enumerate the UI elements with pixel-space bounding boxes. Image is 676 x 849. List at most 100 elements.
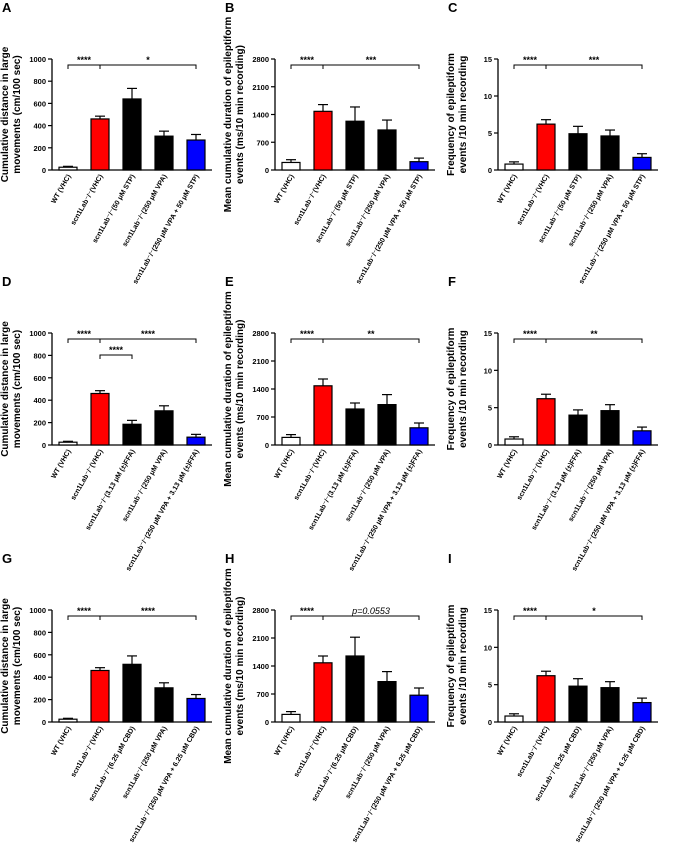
panel-letter: G [2,551,12,566]
x-tick-label: scn1Lab⁻/⁻(VHC) [293,449,328,502]
y-tick-label: 15 [484,606,492,615]
y-tick-label: 5 [488,129,492,138]
bar [154,135,174,171]
bar [377,404,397,446]
y-tick-label: 700 [256,690,269,699]
x-tick-label: WT (VHC) [274,726,296,757]
y-axis-label: movements (cm/100 sec) [12,330,23,448]
bar [186,697,206,723]
significance-bracket [545,64,643,69]
bar [504,163,524,171]
y-tick-label: 5 [488,404,492,413]
x-tick-label: WT (VHC) [497,726,519,757]
y-tick-label: 10 [484,366,492,375]
panel-d: D Cumulative distance in large movements (… [0,274,212,572]
x-tick-label: WT (VHC) [497,449,519,480]
significance-bracket [67,338,101,343]
x-tick-label: scn1Lab⁻/⁻(250 μM VPA + 3.13 μM (±)FFA) [571,449,647,573]
x-tick-label: scn1Lab⁻/⁻(250 μM VPA + 6.25 μM CBD) [128,726,200,844]
bar [281,161,301,171]
bar [313,385,333,446]
significance-bracket [67,615,101,620]
panel-letter: I [448,551,452,566]
significance-bracket [99,64,197,69]
y-tick-label: 1000 [29,329,46,338]
panel-a: A Cumulative distance in large movements (… [0,0,212,285]
significance-bracket [290,615,324,620]
significance-label: p=0.0553 [351,606,390,616]
significance-label: **** [77,329,92,339]
y-tick-label: 1000 [29,55,46,64]
significance-label: **** [523,606,538,616]
x-tick-label: scn1Lab⁻/⁻(250 μM VPA + 50 μM STP) [132,174,201,286]
y-tick-label: 200 [33,419,46,428]
panel-c: C Frequency of epileptiform events /10 min… [446,0,658,285]
x-tick-label: WT (VHC) [51,174,73,205]
y-tick-label: 0 [42,441,46,450]
x-tick-label: scn1Lab⁻/⁻(250 μM VPA + 6.25 μM CBD) [574,726,646,844]
bar [90,118,110,171]
significance-bracket [513,338,547,343]
significance-bracket [545,338,643,343]
bar [536,675,556,723]
y-tick-label: 15 [484,329,492,338]
y-axis-label: events /10 min recording [458,330,469,448]
x-tick-label: WT (VHC) [51,726,73,757]
significance-bracket [322,64,420,69]
panel-letter: H [225,551,234,566]
panel-e: E Mean cumulative duration of epileptifor… [223,274,435,572]
significance-bracket [322,338,420,343]
panel-letter: A [2,0,12,15]
y-tick-label: 400 [33,673,46,682]
y-tick-label: 700 [256,413,269,422]
bar [568,133,588,171]
y-tick-label: 800 [33,628,46,637]
bar [58,166,78,171]
bar [186,139,206,171]
y-axis-label: movements (cm/100 sec) [12,55,23,173]
bar [345,120,365,171]
significance-label: ** [590,329,598,339]
x-tick-label: scn1Lab⁻/⁻(VHC) [70,174,105,227]
y-tick-label: 800 [33,77,46,86]
y-tick-label: 0 [265,718,269,727]
bar [313,662,333,723]
y-tick-label: 10 [484,92,492,101]
y-tick-label: 0 [42,718,46,727]
y-axis-label: Cumulative distance in large [0,46,11,182]
significance-bracket [99,338,197,343]
x-tick-label: WT (VHC) [51,449,73,480]
bar [345,408,365,446]
bar [632,430,652,446]
panel-letter: D [2,274,11,289]
significance-bracket [513,64,547,69]
significance-bracket [99,354,133,359]
x-tick-label: scn1Lab⁻/⁻(250 μM VPA + 3.13 μM (±)FFA) [125,449,201,573]
y-tick-label: 2100 [252,83,269,92]
y-tick-label: 2800 [252,329,269,338]
y-tick-label: 1000 [29,606,46,615]
significance-label: **** [109,345,124,355]
bar [504,438,524,446]
significance-label: **** [77,55,92,65]
significance-label: **** [523,55,538,65]
bar [90,392,110,446]
bar [90,669,110,723]
bar [186,436,206,446]
bar [632,156,652,171]
x-tick-label: scn1Lab⁻/⁻(VHC) [70,726,105,779]
y-tick-label: 5 [488,681,492,690]
bar [409,694,429,723]
y-tick-label: 600 [33,651,46,660]
x-tick-label: WT (VHC) [274,174,296,205]
significance-bracket [545,615,643,620]
y-tick-label: 800 [33,351,46,360]
y-axis-label: Cumulative distance in large [0,321,11,457]
x-tick-label: scn1Lab⁻/⁻(250 μM VPA + 50 μM STP) [578,174,647,286]
x-tick-label: WT (VHC) [497,174,519,205]
panel-f: F Frequency of epileptiform events /10 min… [446,274,658,572]
bar [345,655,365,723]
bar [58,441,78,446]
panel-h: H Mean cumulative duration of epileptifor… [223,551,435,844]
y-axis-label: Cumulative distance in large [0,598,11,734]
